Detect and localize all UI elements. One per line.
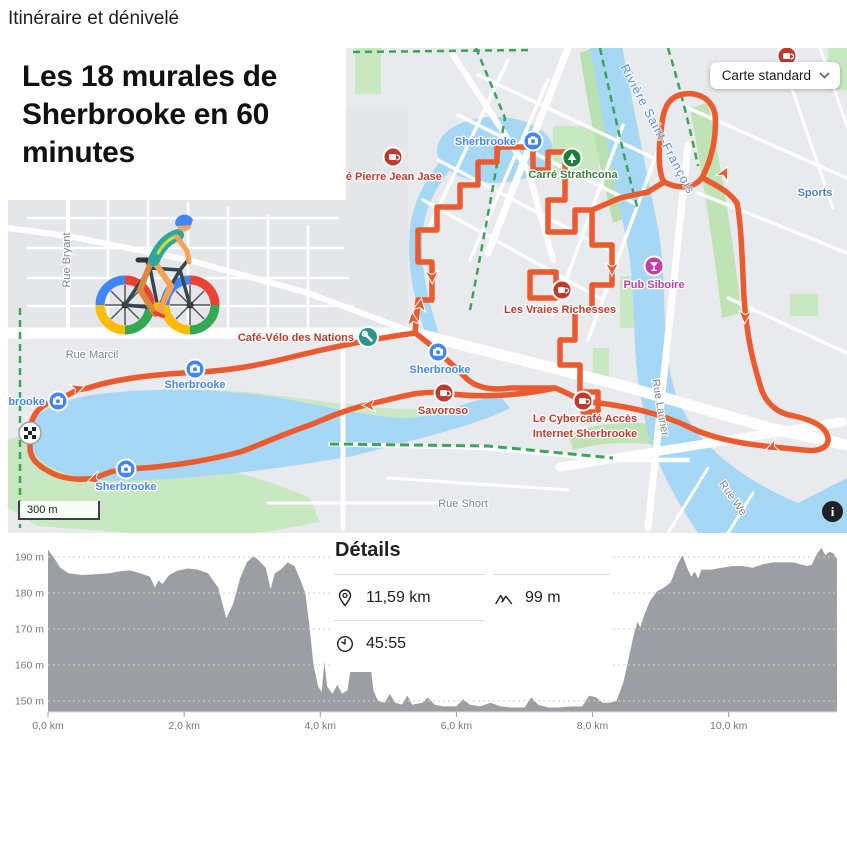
poi-label-savoroso[interactable]: Savoroso <box>417 404 470 419</box>
svg-text:170 m: 170 m <box>15 624 44 636</box>
elevation-chart-art: 150 m 160 m 170 m 180 m 190 m 0,0 km 2,0 km 4,… <box>15 548 837 732</box>
svg-text:6,0 km: 6,0 km <box>441 720 473 732</box>
poi-label-cybercafe-line1[interactable]: Le Cybercafé Accès <box>532 412 639 427</box>
camera-icon <box>184 358 206 380</box>
elevation-area[interactable] <box>48 548 837 712</box>
map-info-button[interactable]: i <box>822 501 843 522</box>
poi-label-sherbrooke[interactable]: Sherbrooke <box>94 480 158 495</box>
stat-duration: 45:55 <box>334 620 485 666</box>
finish-flag-icon[interactable] <box>18 421 42 445</box>
coffee-cup-icon <box>551 279 573 301</box>
map-scale-label: 300 m <box>27 503 58 516</box>
elevation-gain-value: 99 m <box>525 589 561 606</box>
rider <box>136 214 193 318</box>
poi-label-les-vraies-richesses[interactable]: Les Vraies Richesses <box>503 303 618 318</box>
svg-text:180 m: 180 m <box>15 588 44 600</box>
map-canvas[interactable]: Rivière Saint-François Café Pierre Jean … <box>8 48 847 533</box>
distance-value: 11,59 km <box>366 589 431 606</box>
clock-icon <box>336 635 354 653</box>
tree-icon[interactable] <box>561 147 583 169</box>
stat-distance: 11,59 km <box>334 574 485 620</box>
coffee-cup-icon <box>433 382 455 404</box>
camera-icon <box>47 390 69 412</box>
photo-spot-markers[interactable] <box>47 130 544 480</box>
street-label-rue-short: Rue Short <box>438 498 488 510</box>
street-label-rue-bryant: Rue Bryant <box>61 232 73 287</box>
map-type-selector[interactable]: Carte standard <box>709 62 840 89</box>
chevron-down-icon <box>819 72 830 79</box>
poi-label-sherbrooke[interactable]: Sherbrooke <box>163 378 227 393</box>
location-pin-icon <box>338 589 352 607</box>
coffee-cup-icon <box>382 146 404 168</box>
duration-value: 45:55 <box>366 635 407 652</box>
camera-icon <box>427 341 449 363</box>
bike-path-dashes <box>18 48 700 528</box>
map-scale-bar: 300 m <box>18 501 100 520</box>
route-title-overlay: Les 18 murales de Sherbrooke en 60 minut… <box>8 48 346 200</box>
details-panel: Détails 11,59 km 99 m <box>330 537 610 672</box>
cafe-markers[interactable] <box>382 48 798 412</box>
svg-text:190 m: 190 m <box>15 552 44 564</box>
svg-text:160 m: 160 m <box>15 660 44 672</box>
map-type-label: Carte standard <box>721 68 811 83</box>
y-gridlines-and-labels: 150 m 160 m 170 m 180 m 190 m <box>15 552 837 708</box>
camera-icon <box>115 458 137 480</box>
x-ticks-and-labels: 0,0 km 2,0 km 4,0 km 6,0 km 8,0 km 10,0 km <box>32 712 748 732</box>
mountains-icon <box>495 594 513 605</box>
poi-label-cybercafe-line2[interactable]: Internet Sherbrooke <box>531 427 638 442</box>
elevation-chart[interactable]: 150 m 160 m 170 m 180 m 190 m 0,0 km 2,0 km 4,… <box>0 535 847 740</box>
info-icon: i <box>830 503 835 519</box>
section-title: Itinéraire et dénivelé <box>8 8 180 29</box>
poi-label-cafe-pierre-jean-jase[interactable]: Café Pierre Jean Jase <box>327 170 444 185</box>
svg-text:8,0 km: 8,0 km <box>577 720 609 732</box>
poi-label-carre-strathcona[interactable]: Carré Strathcona <box>527 168 620 183</box>
poi-label-cafe-velo-des-nations[interactable]: Café-Vélo des Nations <box>236 331 355 346</box>
svg-text:10,0 km: 10,0 km <box>710 720 748 732</box>
svg-text:4,0 km: 4,0 km <box>305 720 337 732</box>
coffee-cup-icon <box>572 390 594 412</box>
poi-label-sherbrooke[interactable]: Sherbrooke <box>408 363 472 378</box>
poi-label-sherbrooke[interactable]: Sherbrooke <box>453 135 517 150</box>
route-direction-arrows <box>68 165 782 485</box>
poi-markers <box>18 48 798 480</box>
route-title: Les 18 murales de Sherbrooke en 60 minut… <box>22 60 278 169</box>
details-title: Détails <box>335 539 401 561</box>
street-label-rue-marcil: Rue Marcil <box>66 349 119 361</box>
cocktail-icon[interactable] <box>643 255 665 277</box>
poi-label-pub-siboire[interactable]: Pub Siboire <box>622 278 686 293</box>
poi-label-sherbrooke-partial[interactable]: brooke <box>8 395 46 410</box>
svg-text:2,0 km: 2,0 km <box>168 720 200 732</box>
wrench-icon[interactable] <box>357 326 379 348</box>
poi-label-sports[interactable]: Sports <box>796 186 834 201</box>
svg-text:0,0 km: 0,0 km <box>32 720 64 732</box>
camera-icon <box>522 130 544 152</box>
stat-elevation-gain: 99 m <box>493 574 610 620</box>
svg-text:150 m: 150 m <box>15 696 44 708</box>
cyclist-illustration <box>95 214 220 335</box>
